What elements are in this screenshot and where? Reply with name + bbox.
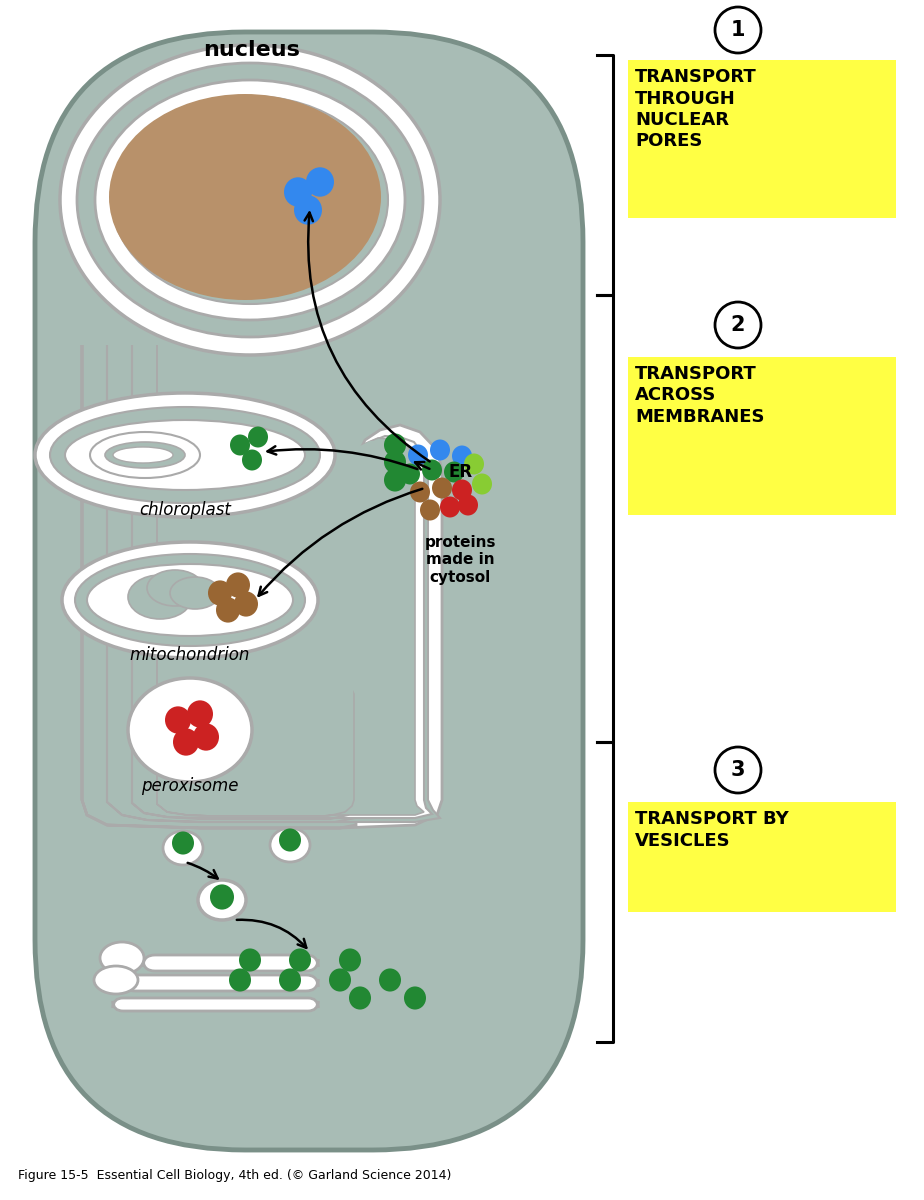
Ellipse shape xyxy=(198,880,246,920)
Ellipse shape xyxy=(279,968,301,991)
Ellipse shape xyxy=(242,450,262,470)
Text: 3: 3 xyxy=(731,760,746,780)
Text: Figure 15-5  Essential Cell Biology, 4th ed. (© Garland Science 2014): Figure 15-5 Essential Cell Biology, 4th … xyxy=(18,1169,452,1182)
Ellipse shape xyxy=(284,178,312,206)
Ellipse shape xyxy=(452,445,472,467)
Ellipse shape xyxy=(128,575,192,619)
Ellipse shape xyxy=(270,828,310,862)
Polygon shape xyxy=(82,346,442,828)
Ellipse shape xyxy=(410,481,430,503)
Polygon shape xyxy=(132,346,432,818)
Ellipse shape xyxy=(234,592,258,617)
FancyBboxPatch shape xyxy=(628,358,896,515)
Text: nucleus: nucleus xyxy=(203,40,300,60)
Ellipse shape xyxy=(229,968,251,991)
Ellipse shape xyxy=(75,554,305,646)
Ellipse shape xyxy=(193,724,219,751)
FancyBboxPatch shape xyxy=(35,32,583,1150)
Ellipse shape xyxy=(444,462,464,482)
Ellipse shape xyxy=(384,468,406,492)
Ellipse shape xyxy=(208,581,232,606)
Ellipse shape xyxy=(384,450,406,474)
Ellipse shape xyxy=(440,497,460,517)
Text: TRANSPORT
THROUGH
NUCLEAR
PORES: TRANSPORT THROUGH NUCLEAR PORES xyxy=(635,68,757,150)
FancyBboxPatch shape xyxy=(123,974,318,991)
Polygon shape xyxy=(157,346,424,816)
Ellipse shape xyxy=(112,96,388,304)
Ellipse shape xyxy=(50,407,320,503)
Ellipse shape xyxy=(65,420,305,490)
Ellipse shape xyxy=(216,598,240,623)
Ellipse shape xyxy=(210,884,234,910)
Ellipse shape xyxy=(187,701,213,727)
Ellipse shape xyxy=(422,460,442,480)
Ellipse shape xyxy=(420,499,440,521)
Ellipse shape xyxy=(90,432,200,478)
Ellipse shape xyxy=(464,454,484,474)
Text: 2: 2 xyxy=(731,314,746,335)
Ellipse shape xyxy=(294,196,322,224)
Ellipse shape xyxy=(408,444,428,466)
Ellipse shape xyxy=(100,942,144,974)
Ellipse shape xyxy=(339,948,361,972)
Polygon shape xyxy=(107,346,440,822)
Ellipse shape xyxy=(384,433,406,456)
Ellipse shape xyxy=(329,968,351,991)
Ellipse shape xyxy=(165,707,191,733)
Ellipse shape xyxy=(248,426,268,448)
Text: TRANSPORT BY
VESICLES: TRANSPORT BY VESICLES xyxy=(635,810,789,850)
Ellipse shape xyxy=(230,434,250,456)
Ellipse shape xyxy=(94,966,138,994)
Ellipse shape xyxy=(170,577,220,608)
Ellipse shape xyxy=(172,832,194,854)
Ellipse shape xyxy=(105,442,185,468)
Ellipse shape xyxy=(95,80,405,320)
FancyBboxPatch shape xyxy=(143,955,318,971)
Circle shape xyxy=(715,302,761,348)
Ellipse shape xyxy=(452,480,472,500)
Ellipse shape xyxy=(279,828,301,852)
Text: 1: 1 xyxy=(731,20,746,40)
FancyBboxPatch shape xyxy=(628,60,896,218)
Ellipse shape xyxy=(113,446,173,463)
Ellipse shape xyxy=(173,728,199,756)
Ellipse shape xyxy=(128,678,252,782)
Text: TRANSPORT
ACROSS
MEMBRANES: TRANSPORT ACROSS MEMBRANES xyxy=(635,365,764,426)
Ellipse shape xyxy=(472,474,492,494)
Ellipse shape xyxy=(62,542,318,658)
Text: ER: ER xyxy=(448,463,472,481)
Ellipse shape xyxy=(430,439,450,461)
Text: proteins
made in
cytosol: proteins made in cytosol xyxy=(424,535,496,584)
Ellipse shape xyxy=(147,570,203,606)
Ellipse shape xyxy=(349,986,371,1009)
Ellipse shape xyxy=(289,948,311,972)
Ellipse shape xyxy=(87,564,293,636)
Ellipse shape xyxy=(432,478,452,498)
FancyBboxPatch shape xyxy=(628,802,896,912)
Ellipse shape xyxy=(77,62,423,337)
Ellipse shape xyxy=(239,948,261,972)
Ellipse shape xyxy=(109,94,381,300)
Text: mitochondrion: mitochondrion xyxy=(129,646,250,664)
Ellipse shape xyxy=(379,968,401,991)
Ellipse shape xyxy=(226,572,250,598)
Text: peroxisome: peroxisome xyxy=(141,778,238,794)
Ellipse shape xyxy=(404,986,426,1009)
Ellipse shape xyxy=(400,463,420,485)
Ellipse shape xyxy=(35,392,335,517)
Ellipse shape xyxy=(60,44,440,355)
Polygon shape xyxy=(182,346,415,815)
Circle shape xyxy=(715,7,761,53)
FancyBboxPatch shape xyxy=(113,998,318,1010)
Circle shape xyxy=(715,746,761,793)
Ellipse shape xyxy=(458,494,478,516)
Text: chloroplast: chloroplast xyxy=(140,502,231,518)
Ellipse shape xyxy=(163,830,203,865)
Ellipse shape xyxy=(306,167,334,197)
